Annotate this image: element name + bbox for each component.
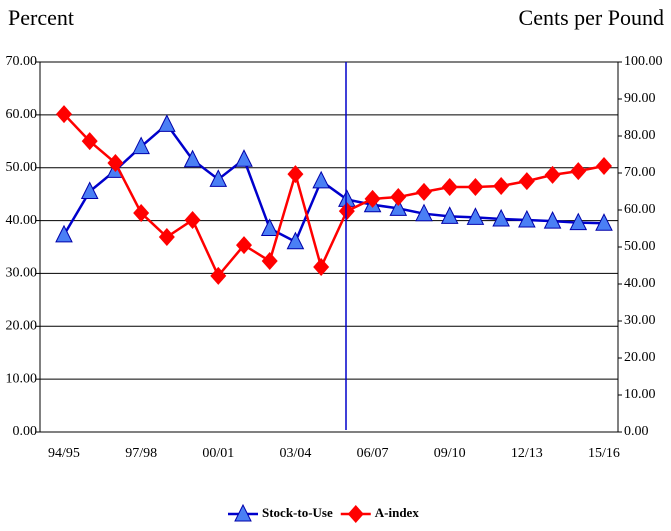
marker <box>595 213 613 231</box>
marker <box>364 189 381 208</box>
marker <box>209 169 228 187</box>
marker <box>55 224 73 243</box>
marker <box>596 156 612 175</box>
y2-tick-label: 10.00 <box>624 387 656 402</box>
marker <box>184 210 201 229</box>
y2-tick-label: 60.00 <box>624 202 656 217</box>
marker <box>56 105 72 124</box>
marker <box>210 266 227 285</box>
y2-tick-label: 30.00 <box>624 313 656 328</box>
y2-tick-label: 20.00 <box>624 350 656 365</box>
y2-tick-label: 40.00 <box>624 276 656 291</box>
marker <box>236 236 252 255</box>
marker <box>544 165 561 184</box>
y-tick-label: 50.00 <box>6 160 38 175</box>
marker <box>518 172 535 191</box>
marker <box>338 202 355 221</box>
marker <box>518 209 536 228</box>
marker <box>235 149 253 167</box>
marker <box>415 203 433 222</box>
y2-tick-label: 0.00 <box>624 424 649 439</box>
marker <box>158 114 176 132</box>
marker <box>107 154 124 173</box>
x-tick-label: 97/98 <box>125 446 157 461</box>
y2-tick-label: 80.00 <box>624 128 656 143</box>
x-tick-label: 06/07 <box>357 446 389 461</box>
y-tick-label: 60.00 <box>6 107 38 122</box>
y2-tick-label: 100.00 <box>624 54 663 69</box>
marker <box>441 178 458 197</box>
marker <box>312 170 330 189</box>
series-line <box>62 122 605 244</box>
y2-tick-label: 90.00 <box>624 91 656 106</box>
marker <box>80 181 99 199</box>
x-tick-label: 09/10 <box>434 446 466 461</box>
y2-tick-label: 50.00 <box>624 239 656 254</box>
y2-tick-label: 70.00 <box>624 165 656 180</box>
marker <box>313 257 330 276</box>
marker <box>416 182 432 201</box>
marker <box>287 165 304 184</box>
x-tick-label: 15/16 <box>588 446 620 461</box>
marker <box>81 132 98 151</box>
y-axis-title: Percent <box>8 5 74 30</box>
y-tick-label: 70.00 <box>6 54 38 69</box>
marker <box>183 149 202 168</box>
x-tick-label: 00/01 <box>202 446 234 461</box>
marker <box>492 208 510 227</box>
marker <box>467 178 484 197</box>
marker <box>390 188 407 207</box>
marker <box>260 218 279 236</box>
y-tick-label: 40.00 <box>6 213 38 228</box>
marker <box>569 212 588 231</box>
x-tick-label: 03/04 <box>279 446 311 461</box>
marker <box>347 505 364 523</box>
y-tick-label: 20.00 <box>6 319 38 334</box>
y-tick-label: 30.00 <box>6 266 38 281</box>
marker <box>493 176 510 195</box>
marker <box>234 503 252 522</box>
y-tick-label: 0.00 <box>13 424 38 439</box>
marker <box>286 231 305 250</box>
legend-label: A-index <box>375 505 420 520</box>
marker <box>133 203 150 222</box>
marker <box>466 207 485 225</box>
x-tick-label: 94/95 <box>48 446 80 461</box>
marker <box>389 198 408 216</box>
marker <box>158 228 175 247</box>
marker <box>440 206 459 224</box>
x-tick-label: 12/13 <box>511 446 543 461</box>
legend-label: Stock-to-Use <box>262 505 333 520</box>
marker <box>570 162 587 181</box>
y-tick-label: 10.00 <box>6 371 38 386</box>
marker <box>261 252 278 271</box>
marker <box>543 210 562 229</box>
series-line <box>63 113 605 279</box>
marker <box>132 136 150 155</box>
y2-axis-title: Cents per Pound <box>519 5 664 30</box>
